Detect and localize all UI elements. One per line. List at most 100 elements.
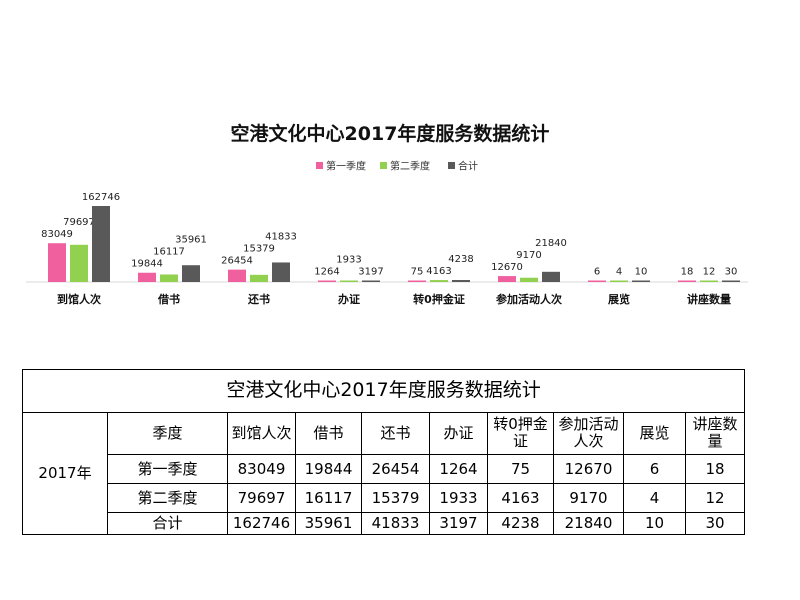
data-label: 21840 xyxy=(535,238,567,249)
bar xyxy=(272,262,290,282)
bar-chart: 空港文化中心2017年度服务数据统计 第一季度 第二季度 合计 83049 79697… xyxy=(26,122,748,306)
chart-svg: 空港文化中心2017年度服务数据统计 第一季度 第二季度 合计 8304979697… xyxy=(26,122,748,306)
table-header-cell: 讲座数量 xyxy=(684,411,746,456)
table-cell: 21840 xyxy=(553,512,624,535)
category-label: 借书 xyxy=(157,292,180,306)
bar xyxy=(250,274,268,282)
bar xyxy=(588,280,606,282)
table-cell: 4163 xyxy=(487,483,554,514)
table-cell: 3197 xyxy=(429,512,488,535)
bar xyxy=(48,243,66,282)
category-label: 参加活动人次 xyxy=(496,292,562,306)
bar xyxy=(160,274,178,282)
table-row: 合计 162746 35961 41833 3197 4238 21840 10 30 xyxy=(23,512,746,535)
table-cell: 12 xyxy=(684,483,746,514)
legend-swatch xyxy=(316,162,323,169)
data-label: 35961 xyxy=(175,235,207,246)
table-cell: 1264 xyxy=(429,454,488,485)
table-cell: 9170 xyxy=(553,483,624,514)
table-cell: 15379 xyxy=(361,483,430,514)
bar xyxy=(92,206,110,282)
table-cell: 4238 xyxy=(487,512,554,535)
bar xyxy=(408,280,426,282)
legend-label: 第二季度 xyxy=(390,160,430,173)
table-cell: 41833 xyxy=(361,512,430,535)
data-label: 16117 xyxy=(153,247,185,258)
table-cell: 30 xyxy=(684,512,746,535)
table-cell: 162746 xyxy=(227,512,296,535)
bar xyxy=(610,280,628,282)
category-label: 到馆人次 xyxy=(57,292,101,306)
bar xyxy=(318,280,336,282)
data-label: 1264 xyxy=(314,267,339,278)
table-header-cell: 展览 xyxy=(623,411,686,456)
table-header-cell: 办证 xyxy=(429,411,488,456)
data-label: 41833 xyxy=(265,232,297,243)
bar xyxy=(498,276,516,282)
data-label: 83049 xyxy=(41,229,73,240)
bar xyxy=(678,280,696,282)
bar xyxy=(182,265,200,282)
table-header-cell: 转0押金证 xyxy=(487,411,554,456)
legend-swatch xyxy=(380,162,387,169)
data-label: 18 xyxy=(681,267,694,278)
table-cell: 18 xyxy=(684,454,746,485)
chart-title: 空港文化中心2017年度服务数据统计 xyxy=(231,122,550,145)
bar xyxy=(520,277,538,282)
data-table: 空港文化中心2017年度服务数据统计 2017年 季度 到馆人次 借书 还书 办证 转0押金… xyxy=(21,369,746,536)
data-label: 4 xyxy=(616,267,622,278)
category-label: 还书 xyxy=(247,292,270,306)
table-cell: 合计 xyxy=(107,512,228,535)
table-row: 第一季度 83049 19844 26454 1264 75 12670 6 18 xyxy=(23,454,746,485)
data-label: 4163 xyxy=(426,266,451,277)
table-cell: 4 xyxy=(623,483,686,514)
table-cell: 12670 xyxy=(553,454,624,485)
table-header-row: 2017年 季度 到馆人次 借书 还书 办证 转0押金证 参加活动人次 展览 讲座数量 xyxy=(22,411,746,536)
bar xyxy=(632,280,650,282)
table-header-cell: 到馆人次 xyxy=(227,411,296,456)
legend-swatch xyxy=(448,162,455,169)
table-cell: 26454 xyxy=(361,454,430,485)
data-label: 12 xyxy=(703,267,716,278)
bar xyxy=(542,271,560,282)
table-cell: 75 xyxy=(487,454,554,485)
table-header-cell: 还书 xyxy=(361,411,430,456)
year-cell: 2017年 xyxy=(22,411,108,536)
bar xyxy=(228,269,246,282)
table-cell: 79697 xyxy=(227,483,296,514)
data-label: 6 xyxy=(594,267,600,278)
bar xyxy=(70,244,88,282)
legend-label: 第一季度 xyxy=(326,160,366,173)
bar xyxy=(138,272,156,282)
table-cell: 6 xyxy=(623,454,686,485)
table-header-cell: 借书 xyxy=(295,411,362,456)
table-title: 空港文化中心2017年度服务数据统计 xyxy=(21,369,746,413)
table-cell: 35961 xyxy=(295,512,362,535)
data-label: 4238 xyxy=(448,254,473,265)
category-labels: 到馆人次 借书 还书 办证 转0押金证 参加活动人次 展览 讲座数量 xyxy=(57,292,731,306)
table-row: 第二季度 79697 16117 15379 1933 4163 9170 4 12 xyxy=(23,483,746,514)
bar xyxy=(340,280,358,282)
category-label: 展览 xyxy=(607,292,630,306)
data-label: 30 xyxy=(725,267,738,278)
table-cell: 第二季度 xyxy=(107,483,228,514)
category-label: 转0押金证 xyxy=(413,292,465,306)
table-cell: 第一季度 xyxy=(107,454,228,485)
bar xyxy=(700,280,718,282)
bar xyxy=(430,280,448,282)
table-cell: 1933 xyxy=(429,483,488,514)
table-header-cell: 季度 xyxy=(107,411,228,456)
category-label: 讲座数量 xyxy=(687,292,731,306)
data-label: 162746 xyxy=(82,192,120,203)
table-cell: 19844 xyxy=(295,454,362,485)
chart-legend: 第一季度 第二季度 合计 xyxy=(316,160,478,173)
data-label: 1933 xyxy=(336,255,361,266)
category-label: 办证 xyxy=(338,292,360,306)
bar xyxy=(362,280,380,282)
data-label: 3197 xyxy=(358,267,383,278)
bar xyxy=(452,280,470,282)
data-label: 19844 xyxy=(131,259,163,270)
data-label: 26454 xyxy=(221,256,253,267)
data-label: 79697 xyxy=(63,217,95,228)
